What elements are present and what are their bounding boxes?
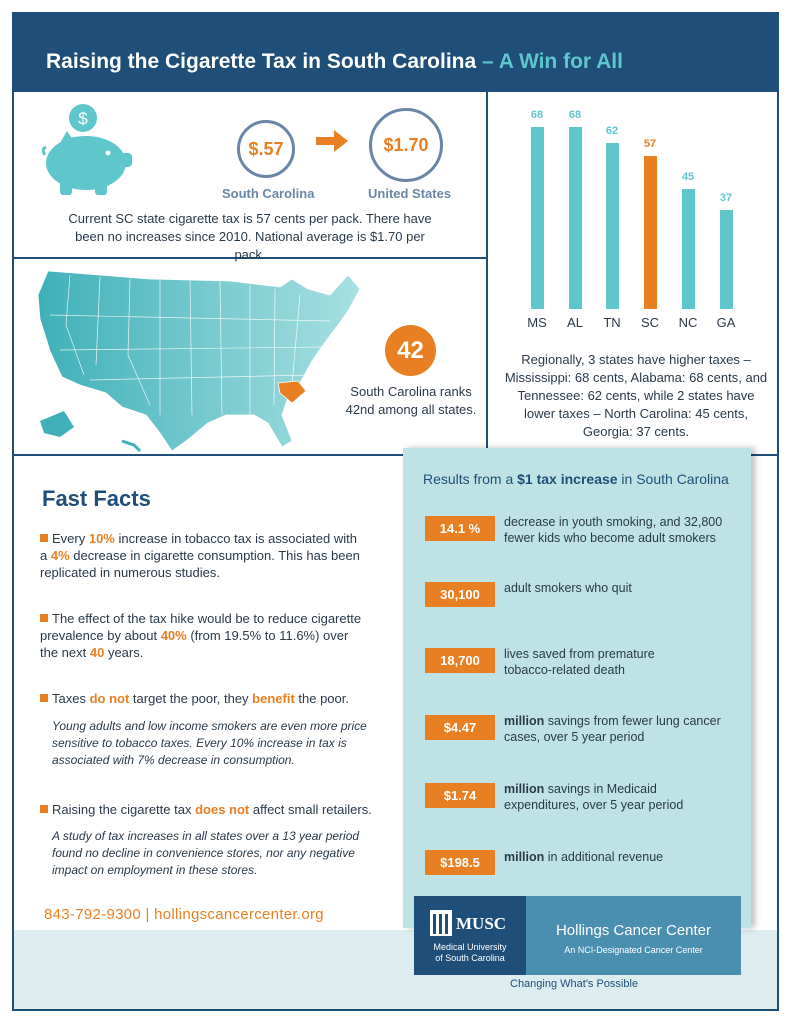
- fact-3: Taxes do not target the poor, they benef…: [40, 690, 380, 707]
- musc-logo[interactable]: MUSC Medical University of South Carolina: [414, 896, 526, 975]
- hcc-logo[interactable]: Hollings Cancer Center An NCI-Designated…: [526, 896, 741, 975]
- divider-mid-left: [14, 257, 487, 259]
- bar-value-label: 45: [681, 171, 695, 183]
- hcc-subtitle: An NCI-Designated Cancer Center: [564, 945, 703, 955]
- bullet-icon: [40, 534, 48, 542]
- divider-vertical: [486, 90, 488, 448]
- bar-category-label: TN: [603, 315, 621, 330]
- fact-1: Every 10% increase in tobacco tax is ass…: [40, 531, 360, 580]
- bar-al: [569, 127, 582, 309]
- rank-text: South Carolina ranks 42nd among all stat…: [345, 384, 477, 417]
- bar-value-label: 37: [719, 192, 733, 204]
- result-badge: $198.5: [425, 850, 495, 875]
- musc-name: MUSC: [456, 914, 507, 933]
- bullet-icon: [40, 694, 48, 702]
- sc-label: South Carolina: [222, 186, 315, 201]
- arrow-right-icon: [316, 130, 348, 152]
- fact-3-note: Young adults and low income smokers are …: [52, 719, 367, 767]
- result-badge: 30,100: [425, 582, 495, 607]
- contact-link[interactable]: 843-792-9300 | hollingscancercenter.org: [44, 906, 324, 923]
- regional-note: Regionally, 3 states have higher taxes –…: [504, 352, 768, 439]
- result-text: million savings in Medicaid expenditures…: [504, 782, 684, 812]
- us-tax-circle: $1.70: [369, 108, 443, 182]
- bar-category-label: AL: [567, 315, 583, 330]
- bar-category-label: SC: [640, 315, 660, 330]
- bar-value-label: 62: [605, 125, 619, 137]
- tagline: Changing What's Possible: [510, 978, 639, 990]
- bar-nc: [682, 189, 695, 309]
- bar-ga: [720, 210, 733, 309]
- fact-4-note: A study of tax increases in all states o…: [52, 829, 360, 877]
- bar-tn: [606, 143, 619, 309]
- result-text: decrease in youth smoking, and 32,800 fe…: [504, 515, 723, 545]
- result-badge: 14.1 %: [425, 516, 495, 541]
- rank-badge: 42: [385, 325, 436, 376]
- bar-sc: [644, 156, 657, 309]
- page-title: Raising the Cigarette Tax in South Carol…: [46, 50, 623, 73]
- hawaii-shape: [121, 439, 142, 453]
- bar-category-label: GA: [716, 315, 736, 330]
- sc-tax-circle: $.57: [237, 120, 295, 178]
- result-badge: 18,700: [425, 648, 495, 673]
- bar-category-label: MS: [527, 315, 547, 330]
- us-label: United States: [368, 186, 452, 201]
- result-text: adult smokers who quit: [504, 581, 632, 595]
- bullet-icon: [40, 614, 48, 622]
- fact-4: Raising the cigarette tax does not affec…: [40, 801, 380, 818]
- bar-value-label: 68: [530, 109, 544, 121]
- bullet-icon: [40, 805, 48, 813]
- alaska-shape: [40, 411, 74, 437]
- result-text: lives saved from premature tobacco-relat…: [504, 647, 655, 677]
- result-badge: $1.74: [425, 783, 495, 808]
- tax-description: Current SC state cigarette tax is 57 cen…: [68, 211, 432, 262]
- musc-building-icon: [430, 910, 452, 936]
- fact-2: The effect of the tax hike would be to r…: [40, 611, 362, 660]
- bar-value-label: 57: [643, 138, 657, 150]
- bar-ms: [531, 127, 544, 309]
- result-text: million in additional revenue: [504, 850, 664, 864]
- south-carolina-highlight: [277, 380, 307, 404]
- fast-facts-title: Fast Facts: [42, 486, 151, 511]
- results-title: Results from a $1 tax increase in South …: [423, 471, 729, 487]
- hcc-name: Hollings Cancer Center: [555, 922, 712, 939]
- result-badge: $4.47: [425, 715, 495, 740]
- result-text: million savings from fewer lung cancer c…: [504, 714, 721, 744]
- dollar-sign-icon: $: [78, 109, 88, 128]
- bar-value-label: 68: [568, 109, 582, 121]
- divider-left-bottom: [14, 454, 404, 456]
- divider-top: [14, 90, 777, 92]
- header-banner: Raising the Cigarette Tax in South Carol…: [12, 12, 779, 90]
- bar-category-label: NC: [678, 315, 698, 330]
- piggy-bank-icon: $: [41, 104, 132, 195]
- us-map: [37, 270, 361, 453]
- musc-subtitle: Medical University of South Carolina: [433, 942, 507, 963]
